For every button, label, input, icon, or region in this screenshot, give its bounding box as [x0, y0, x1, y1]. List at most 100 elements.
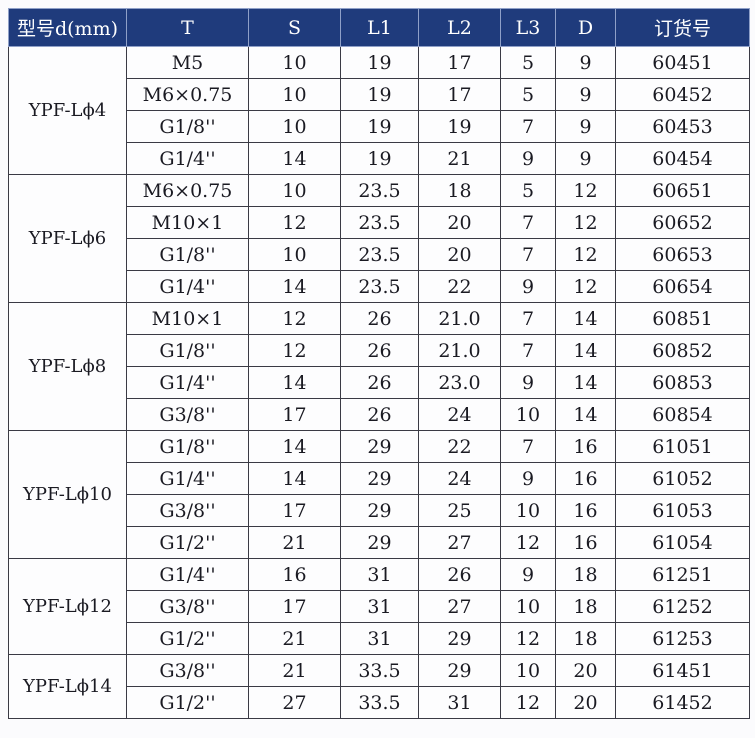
table-cell: 9 — [500, 366, 556, 399]
table-cell: 61052 — [615, 462, 750, 495]
table-row: G1/2'' 21 31 29 12 18 61253 — [9, 622, 750, 655]
table-cell: 12 — [555, 238, 616, 271]
table-cell: 12 — [555, 174, 616, 207]
table-cell: G1/2'' — [126, 622, 249, 655]
column-header: D — [555, 8, 616, 47]
table-cell: 60853 — [615, 366, 750, 399]
model-cell: YPF-Lϕ14 — [8, 654, 127, 719]
table-cell: 12 — [500, 686, 556, 719]
table-cell: 60453 — [615, 110, 750, 143]
table-cell: 60454 — [615, 142, 750, 175]
table-cell: 21.0 — [418, 302, 501, 335]
table-cell: 23.0 — [418, 366, 501, 399]
table-cell: 20 — [555, 654, 616, 687]
table-cell: 18 — [418, 174, 501, 207]
table-cell: M6×0.75 — [126, 78, 249, 111]
table-cell: 29 — [340, 462, 419, 495]
table-cell: 19 — [340, 78, 419, 111]
table-cell: 24 — [418, 398, 501, 431]
table-cell: 20 — [418, 206, 501, 239]
table-row: G1/4'' 14 23.5 22 9 12 60654 — [9, 270, 750, 303]
column-header: L3 — [500, 8, 556, 47]
table-cell: 27 — [418, 590, 501, 623]
table-cell: 16 — [555, 430, 616, 463]
column-header: L1 — [340, 8, 419, 47]
table-row: G1/4'' 14 19 21 9 9 60454 — [9, 142, 750, 175]
table-cell: 19 — [340, 110, 419, 143]
header-row: 型号d(mm) T S L1 L2 L3 D 订货号 — [8, 8, 750, 47]
table-cell: 60452 — [615, 78, 750, 111]
table-cell: 12 — [500, 622, 556, 655]
table-cell: 14 — [248, 430, 341, 463]
table-cell: 9 — [500, 142, 556, 175]
table-cell: 9 — [555, 142, 616, 175]
table-cell: 17 — [248, 494, 341, 527]
table-cell: G3/8'' — [126, 654, 249, 687]
table-cell: 61251 — [615, 558, 750, 591]
table-cell: 61452 — [615, 686, 750, 719]
table-cell: 27 — [248, 686, 341, 719]
table-cell: 29 — [340, 526, 419, 559]
table-cell: 20 — [555, 686, 616, 719]
table-cell: 23.5 — [340, 270, 419, 303]
table-cell: 12 — [248, 334, 341, 367]
table-cell: 10 — [248, 238, 341, 271]
table-cell: M5 — [126, 46, 249, 79]
table-cell: 10 — [500, 654, 556, 687]
model-cell: YPF-Lϕ4 — [8, 46, 127, 175]
table-cell: 60651 — [615, 174, 750, 207]
table-cell: 26 — [418, 558, 501, 591]
table-cell: 10 — [248, 110, 341, 143]
table-cell: 20 — [418, 238, 501, 271]
table-row: M10×1 12 23.5 20 7 12 60652 — [9, 206, 750, 239]
table-cell: 18 — [555, 622, 616, 655]
table-cell: 31 — [340, 558, 419, 591]
table-cell: 14 — [248, 270, 341, 303]
table-cell: 60654 — [615, 270, 750, 303]
table-cell: 10 — [500, 494, 556, 527]
table-cell: 9 — [500, 558, 556, 591]
table-cell: 18 — [555, 558, 616, 591]
table-row: G1/2'' 27 33.5 31 12 20 61452 — [9, 686, 750, 719]
table-cell: 19 — [418, 110, 501, 143]
table-cell: 17 — [248, 590, 341, 623]
table-cell: M10×1 — [126, 302, 249, 335]
table-row: YPF-Lϕ10 G1/8'' 14 29 22 7 16 61051 — [8, 430, 750, 559]
table-cell: 21 — [248, 622, 341, 655]
table-cell: 22 — [418, 430, 501, 463]
table-row: G1/8'' 10 23.5 20 7 12 60653 — [9, 238, 750, 271]
table-cell: 25 — [418, 494, 501, 527]
table-cell: 21 — [248, 526, 341, 559]
model-cell: YPF-Lϕ8 — [8, 302, 127, 431]
table-cell: 14 — [248, 142, 341, 175]
table-cell: 10 — [500, 590, 556, 623]
table-cell: 23.5 — [340, 206, 419, 239]
table-cell: 10 — [248, 78, 341, 111]
column-header: L2 — [418, 8, 501, 47]
table-cell: 12 — [500, 526, 556, 559]
table-cell: 7 — [500, 238, 556, 271]
table-cell: 7 — [500, 430, 556, 463]
table-row: YPF-Lϕ6 M6×0.75 10 23.5 18 5 12 60651 — [8, 174, 750, 303]
table-cell: 16 — [555, 494, 616, 527]
table-cell: G3/8'' — [126, 590, 249, 623]
table-cell: 27 — [418, 526, 501, 559]
table-row: G1/4'' 14 26 23.0 9 14 60853 — [9, 366, 750, 399]
table-cell: 60851 — [615, 302, 750, 335]
table-cell: 7 — [500, 110, 556, 143]
table-cell: 16 — [248, 558, 341, 591]
table-row: G1/4'' 14 29 24 9 16 61052 — [9, 462, 750, 495]
table-cell: 61451 — [615, 654, 750, 687]
table-cell: 31 — [340, 622, 419, 655]
table-cell: 7 — [500, 206, 556, 239]
table-cell: 60854 — [615, 398, 750, 431]
table-cell: G1/2'' — [126, 686, 249, 719]
table-row: G1/2'' 21 29 27 12 16 61054 — [9, 526, 750, 559]
table-cell: 14 — [555, 366, 616, 399]
table-cell: 29 — [340, 494, 419, 527]
column-header: T — [126, 8, 249, 47]
table-cell: 31 — [418, 686, 501, 719]
table-cell: 33.5 — [340, 654, 419, 687]
table-cell: 10 — [248, 46, 341, 79]
table-cell: 12 — [555, 206, 616, 239]
